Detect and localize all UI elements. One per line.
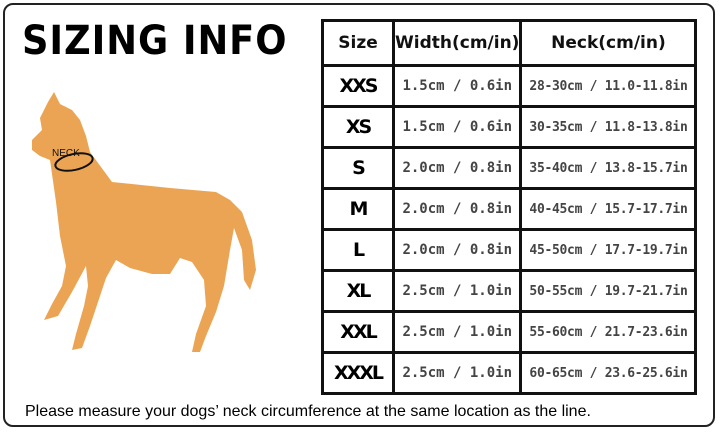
- table-row: S 2.0cm / 0.8in 35-40cm / 13.8-15.7in: [321, 146, 698, 190]
- width-cell: 2.0cm / 0.8in: [391, 228, 523, 272]
- table-row: XL 2.5cm / 1.0in 50-55cm / 19.7-21.7in: [321, 269, 698, 313]
- neck-cell: 55-60cm / 21.7-23.6in: [519, 310, 698, 354]
- neck-cell: 50-55cm / 19.7-21.7in: [519, 269, 698, 313]
- size-cell: XXS: [321, 64, 395, 108]
- size-cell: M: [321, 187, 395, 231]
- dog-illustration: NECK: [32, 92, 256, 352]
- neck-cell: 30-35cm / 11.8-13.8in: [519, 105, 698, 149]
- size-cell: XXL: [321, 310, 395, 354]
- neck-line: [54, 152, 94, 172]
- width-cell: 2.5cm / 1.0in: [391, 351, 523, 395]
- measure-instruction: Please measure your dogs’ neck circumfer…: [25, 403, 591, 420]
- size-cell: XL: [321, 269, 395, 313]
- table-row: XS 1.5cm / 0.6in 30-35cm / 11.8-13.8in: [321, 105, 698, 149]
- width-cell: 1.5cm / 0.6in: [391, 105, 523, 149]
- page-title: SIZING INFO: [22, 18, 288, 64]
- size-cell: L: [321, 228, 395, 272]
- width-cell: 2.0cm / 0.8in: [391, 146, 523, 190]
- header-neck: Neck(cm/in): [519, 19, 698, 67]
- header-width: Width(cm/in): [391, 19, 523, 67]
- table-header-row: Size Width(cm/in) Neck(cm/in): [321, 19, 698, 67]
- width-cell: 2.5cm / 1.0in: [391, 269, 523, 313]
- size-cell: S: [321, 146, 395, 190]
- size-cell: XXXL: [321, 351, 395, 395]
- dog-silhouette: [32, 92, 256, 352]
- table-row: L 2.0cm / 0.8in 45-50cm / 17.7-19.7in: [321, 228, 698, 272]
- size-table: Size Width(cm/in) Neck(cm/in) XXS 1.5cm /…: [321, 19, 698, 395]
- neck-cell: 35-40cm / 13.8-15.7in: [519, 146, 698, 190]
- width-cell: 1.5cm / 0.6in: [391, 64, 523, 108]
- neck-label: NECK: [52, 148, 80, 159]
- table-row: M 2.0cm / 0.8in 40-45cm / 15.7-17.7in: [321, 187, 698, 231]
- table-row: XXXL 2.5cm / 1.0in 60-65cm / 23.6-25.6in: [321, 351, 698, 395]
- size-cell: XS: [321, 105, 395, 149]
- neck-cell: 60-65cm / 23.6-25.6in: [519, 351, 698, 395]
- neck-cell: 45-50cm / 17.7-19.7in: [519, 228, 698, 272]
- neck-cell: 28-30cm / 11.0-11.8in: [519, 64, 698, 108]
- header-size: Size: [321, 19, 395, 67]
- neck-cell: 40-45cm / 15.7-17.7in: [519, 187, 698, 231]
- width-cell: 2.0cm / 0.8in: [391, 187, 523, 231]
- chart-frame: [3, 3, 715, 427]
- table-row: XXL 2.5cm / 1.0in 55-60cm / 21.7-23.6in: [321, 310, 698, 354]
- width-cell: 2.5cm / 1.0in: [391, 310, 523, 354]
- table-row: XXS 1.5cm / 0.6in 28-30cm / 11.0-11.8in: [321, 64, 698, 108]
